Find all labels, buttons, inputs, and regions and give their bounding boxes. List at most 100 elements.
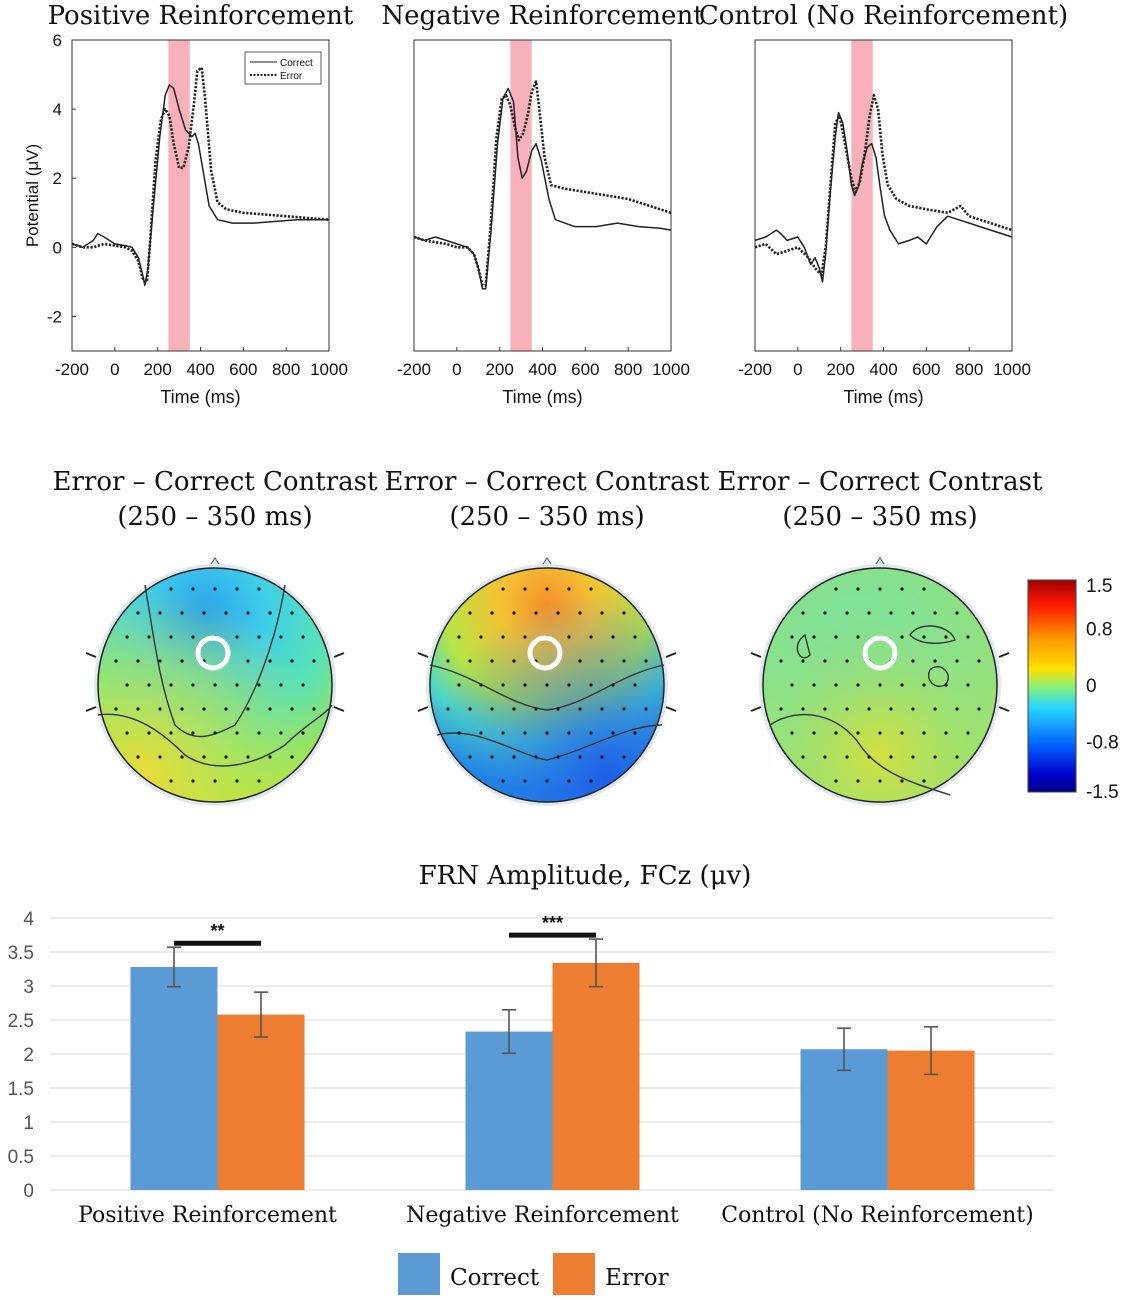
electrode-dot — [213, 587, 217, 591]
electrode-dot — [889, 755, 893, 759]
electrode-dot — [523, 587, 527, 591]
y-tick-label: 1.5 — [8, 1079, 34, 1100]
category-label: Control (No Reinforcement) — [721, 1203, 1033, 1228]
electrode-dot — [567, 683, 571, 687]
chart-title: Negative Reinforcement — [381, 1, 704, 31]
ear-marker — [417, 706, 429, 712]
x-tick-label: 1000 — [993, 360, 1031, 379]
topo-title-line-1: Error – Correct Contrast — [718, 467, 1044, 497]
electrode-dot — [312, 707, 316, 711]
electrode-dot — [834, 587, 838, 591]
bar-correct — [465, 1031, 553, 1190]
electrode-dot — [933, 755, 937, 759]
x-tick-label: 400 — [528, 360, 556, 379]
electrode-dot — [523, 779, 527, 783]
x-tick-label: 600 — [912, 360, 940, 379]
legend-label: Correct — [450, 1265, 540, 1291]
electrode-dot — [257, 731, 261, 735]
electrode-dot — [180, 755, 184, 759]
electrode-dot — [567, 779, 571, 783]
electrode-dot — [955, 707, 959, 711]
electrode-dot — [136, 611, 140, 615]
electrode-dot — [224, 755, 228, 759]
electrode-dot — [468, 659, 472, 663]
electrode-dot — [589, 587, 593, 591]
electrode-dot — [169, 779, 173, 783]
x-tick-label: 600 — [571, 360, 599, 379]
electrode-dot — [889, 707, 893, 711]
electrode-dot — [578, 707, 582, 711]
electrode-dot — [812, 683, 816, 687]
electrode-dot — [834, 683, 838, 687]
electrode-dot — [512, 659, 516, 663]
x-tick-label: 800 — [272, 360, 300, 379]
electrode-dot — [125, 683, 129, 687]
electrode-dot — [922, 635, 926, 639]
electrode-dot — [147, 635, 151, 639]
electrode-dot — [268, 755, 272, 759]
contour-line — [144, 584, 286, 738]
electrode-dot — [633, 683, 637, 687]
x-tick-label: -200 — [55, 360, 89, 379]
bar-chart: FRN Amplitude, FCz (μv) 0 0.5 1 1.5 2 2.5 3 3.5 4… — [8, 861, 1055, 1228]
y-tick-label: 6 — [53, 31, 62, 50]
fcz-electrode-marker — [527, 635, 563, 671]
topo-map-3: Error – Correct Contrast (250 – 350 ms) — [718, 467, 1044, 806]
electrode-dot — [545, 731, 549, 735]
electrode-dot — [790, 731, 794, 735]
electrode-dot — [900, 683, 904, 687]
ear-marker — [998, 652, 1010, 658]
electrode-dot — [191, 635, 195, 639]
electrode-dot — [479, 731, 483, 735]
electrode-dot — [312, 659, 316, 663]
series-line-error — [754, 94, 1013, 277]
contour-line — [97, 704, 333, 767]
electrode-dot — [235, 587, 239, 591]
y-tick-label: 2 — [23, 1045, 34, 1066]
electrode-dot — [812, 731, 816, 735]
x-axis-label: Time (ms) — [160, 387, 240, 407]
electrode-dot — [290, 755, 294, 759]
electrode-dot — [490, 707, 494, 711]
electrode-dot — [446, 707, 450, 711]
electrode-dot — [290, 611, 294, 615]
colorbar-tick-label: 1.5 — [1086, 576, 1112, 597]
electrode-dot — [845, 707, 849, 711]
electrode-dot — [279, 683, 283, 687]
category-label: Negative Reinforcement — [406, 1203, 679, 1228]
electrode-dot — [136, 755, 140, 759]
electrode-dot — [933, 707, 937, 711]
electrode-dot — [779, 707, 783, 711]
electrode-dot — [213, 683, 217, 687]
electrode-dot — [955, 755, 959, 759]
bar-error — [217, 1014, 305, 1190]
ear-marker — [333, 652, 345, 658]
legend-label: Error — [280, 71, 303, 82]
x-tick-label: 0 — [452, 360, 461, 379]
electrode-dot — [922, 779, 926, 783]
topo-title-line-2: (250 – 350 ms) — [117, 502, 312, 532]
electrode-dot — [801, 659, 805, 663]
highlight-window — [851, 40, 873, 351]
electrode-dot — [611, 731, 615, 735]
x-tick-label: 1000 — [652, 360, 690, 379]
electrode-dot — [235, 779, 239, 783]
plot-frame — [71, 39, 330, 352]
electrode-dot — [955, 611, 959, 615]
electrode-dot — [600, 755, 604, 759]
ear-marker — [665, 652, 677, 658]
electrode-dot — [158, 707, 162, 711]
electrode-dot — [180, 707, 184, 711]
electrode-dot — [644, 659, 648, 663]
electrode-dot — [523, 635, 527, 639]
electrode-dot — [834, 635, 838, 639]
electrode-dot — [977, 707, 981, 711]
electrode-dot — [457, 683, 461, 687]
erp-chart-1: Positive Reinforcement -200 0 200 400 600 800 1… — [23, 1, 354, 407]
electrode-dot — [501, 683, 505, 687]
erp-chart-3: Control (No Reinforcement) -200 0 200 400 600… — [699, 1, 1068, 407]
electrode-dot — [213, 731, 217, 735]
electrode-dot — [490, 755, 494, 759]
electrode-dot — [501, 635, 505, 639]
electrode-dot — [534, 707, 538, 711]
